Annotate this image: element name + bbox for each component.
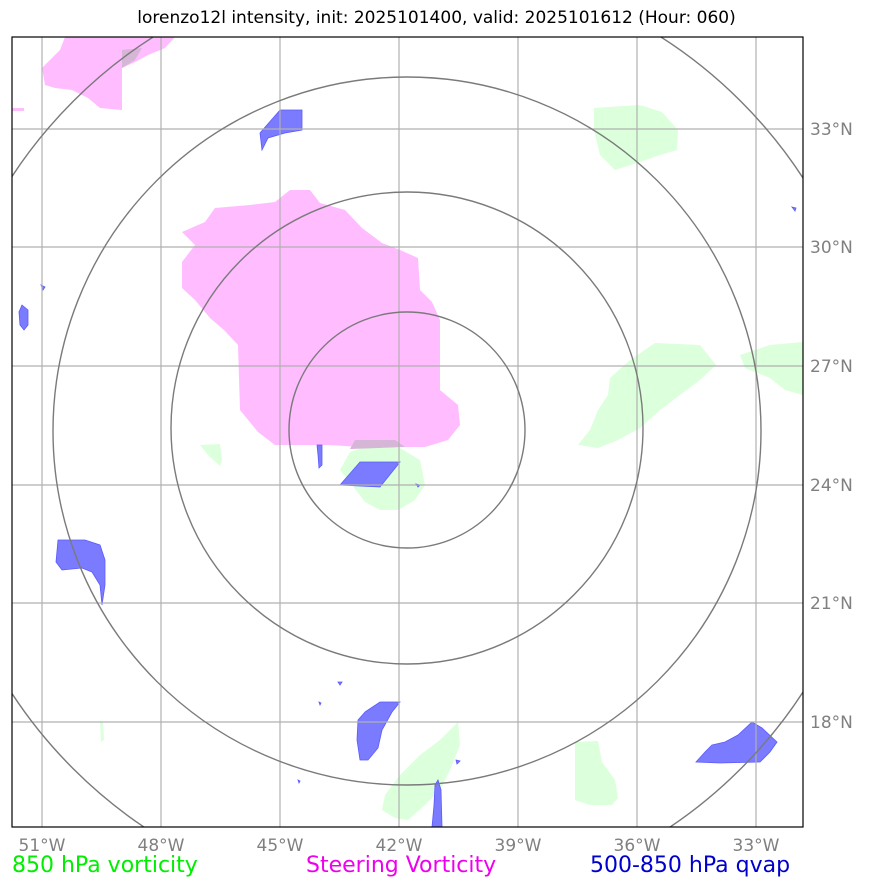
map-title: lorenzo12l intensity, init: 2025101400, … xyxy=(137,8,736,28)
lat-tick-label: 18°N xyxy=(810,713,853,733)
lon-tick-label: 42°W xyxy=(376,836,423,856)
legend-850-vorticity: 850 hPa vorticity xyxy=(12,853,198,878)
lat-tick-label: 27°N xyxy=(810,357,853,377)
lon-tick-label: 39°W xyxy=(495,836,542,856)
legend-qvap: 500-850 hPa qvap xyxy=(590,853,791,878)
lat-tick-label: 33°N xyxy=(810,120,853,140)
overlap-regions xyxy=(122,48,405,449)
lon-tick-labels: 51°W 48°W 45°W 42°W 39°W 36°W 33°W xyxy=(19,836,780,856)
lon-tick-label: 48°W xyxy=(138,836,185,856)
lon-tick-label: 51°W xyxy=(19,836,66,856)
steering-vorticity-regions xyxy=(12,37,460,447)
lon-tick-label: 33°W xyxy=(733,836,780,856)
lat-tick-label: 30°N xyxy=(810,238,853,258)
lat-tick-label: 24°N xyxy=(810,476,853,496)
lon-tick-label: 36°W xyxy=(614,836,661,856)
lon-tick-label: 45°W xyxy=(257,836,304,856)
legend-steering-vorticity: Steering Vorticity xyxy=(306,853,497,878)
gridlines xyxy=(12,37,803,827)
lat-tick-label: 21°N xyxy=(810,594,853,614)
vorticity-850-regions xyxy=(100,105,803,820)
lat-tick-labels: 33°N 30°N 27°N 24°N 21°N 18°N xyxy=(810,120,853,733)
map-frame xyxy=(11,36,804,828)
